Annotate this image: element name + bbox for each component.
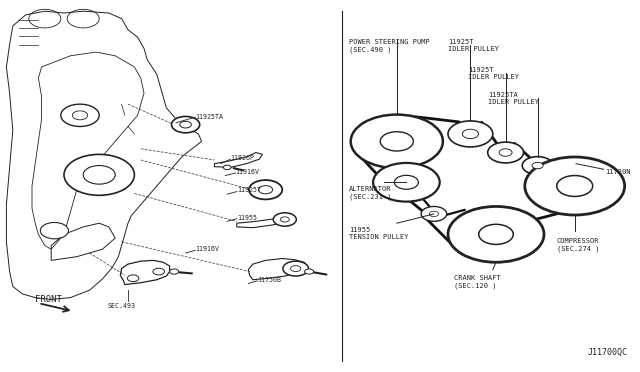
Circle shape	[479, 224, 513, 244]
Circle shape	[305, 269, 314, 274]
Text: FRONT: FRONT	[35, 295, 62, 304]
Circle shape	[448, 121, 493, 147]
Circle shape	[394, 175, 419, 189]
Circle shape	[170, 269, 179, 274]
Circle shape	[40, 222, 68, 239]
Text: J1750B: J1750B	[257, 277, 282, 283]
Circle shape	[259, 186, 273, 194]
Circle shape	[462, 129, 479, 139]
Text: 11925T
IDLER PULLEY: 11925T IDLER PULLEY	[448, 39, 499, 52]
Circle shape	[273, 213, 296, 226]
Text: 11916V: 11916V	[236, 169, 260, 175]
Circle shape	[180, 121, 191, 128]
Circle shape	[525, 157, 625, 215]
Text: 11926P: 11926P	[230, 155, 254, 161]
Text: 11916V: 11916V	[195, 246, 219, 252]
Circle shape	[448, 206, 544, 262]
Text: ALTERNATOR
(SEC.231 ): ALTERNATOR (SEC.231 )	[349, 186, 391, 199]
Circle shape	[280, 217, 289, 222]
Text: J11700QC: J11700QC	[588, 348, 627, 357]
Circle shape	[153, 268, 164, 275]
Text: 11955
TENSION PULLEY: 11955 TENSION PULLEY	[349, 227, 408, 240]
Circle shape	[72, 111, 88, 120]
Circle shape	[373, 163, 440, 202]
Circle shape	[223, 165, 231, 170]
Circle shape	[283, 261, 308, 276]
Circle shape	[64, 154, 134, 195]
Circle shape	[380, 132, 413, 151]
Circle shape	[249, 180, 282, 199]
Circle shape	[499, 149, 512, 156]
Text: CRANK SHAFT
(SEC.120 ): CRANK SHAFT (SEC.120 )	[454, 275, 501, 289]
Circle shape	[127, 275, 139, 282]
Text: 11925TA
IDLER PULLEY: 11925TA IDLER PULLEY	[488, 92, 539, 105]
Text: 11925T: 11925T	[237, 187, 261, 193]
Text: POWER STEERING PUMP
(SEC.490 ): POWER STEERING PUMP (SEC.490 )	[349, 39, 429, 52]
Text: 11955: 11955	[237, 215, 257, 221]
Circle shape	[291, 266, 301, 272]
Circle shape	[61, 104, 99, 126]
Circle shape	[421, 206, 447, 221]
Circle shape	[557, 176, 593, 196]
Circle shape	[172, 116, 200, 133]
Text: 11925TA: 11925TA	[195, 114, 223, 120]
Text: 11925T
IDLER PULLEY: 11925T IDLER PULLEY	[468, 67, 520, 80]
Text: SEC.493: SEC.493	[108, 303, 136, 309]
Circle shape	[532, 162, 543, 169]
Circle shape	[488, 142, 524, 163]
Circle shape	[429, 211, 438, 217]
Text: 11720N: 11720N	[605, 169, 630, 175]
Circle shape	[83, 166, 115, 184]
Circle shape	[522, 157, 553, 174]
Text: COMPRESSOR
(SEC.274 ): COMPRESSOR (SEC.274 )	[557, 238, 599, 251]
Circle shape	[351, 115, 443, 168]
